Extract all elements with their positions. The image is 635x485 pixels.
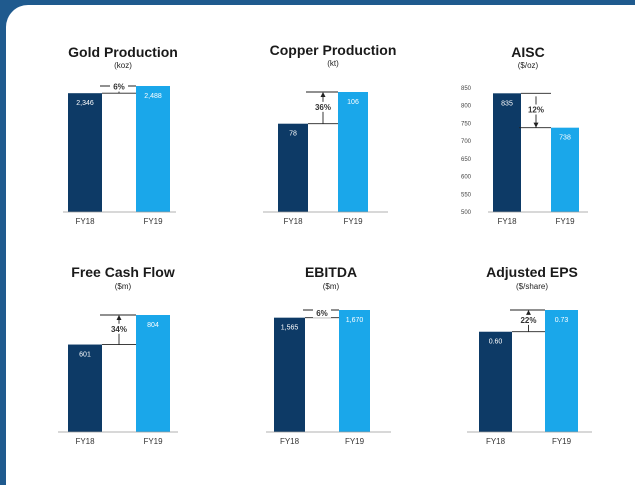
aisc-change-label: 12%: [528, 105, 544, 114]
gold-production-change-label: 6%: [113, 83, 125, 92]
aisc-value-fy18: 835: [501, 100, 513, 107]
ebitda-title: EBITDA: [305, 264, 357, 280]
copper-production-bar-fy19: [338, 92, 368, 212]
adjusted-eps-bar-fy18: [479, 331, 512, 432]
adjusted-eps-value-fy18: 0.60: [489, 339, 503, 346]
gold-production-title: Gold Production: [68, 44, 178, 60]
ebitda-chart: EBITDA ($m) 1,565 1,670 6% FY18 FY19: [266, 264, 391, 446]
copper-production-value-fy18: 78: [289, 131, 297, 138]
gold-production-value-fy18: 2,346: [76, 100, 94, 107]
gold-production-bar-fy18: [68, 93, 102, 212]
gold-production-unit: (koz): [114, 61, 132, 70]
ebitda-value-fy18: 1,565: [281, 325, 299, 332]
copper-production-category-fy19: FY19: [343, 217, 363, 226]
gold-production-change-label-bg: [110, 81, 128, 92]
free-cash-flow-bar-fy19: [136, 315, 170, 432]
free-cash-flow-value-fy19: 804: [147, 322, 159, 329]
aisc-chart: AISC($/oz) 500 550 600 650 700 750 800 850 835 738…: [461, 44, 588, 226]
free-cash-flow-bar-fy18: [68, 344, 102, 432]
copper-production-change-arrowhead: [320, 92, 326, 97]
free-cash-flow-change-arrowhead: [116, 315, 122, 320]
aisc-category-fy19: FY19: [555, 217, 575, 226]
aisc-bar-fy19: [551, 127, 579, 212]
ebitda-change-label: 6%: [316, 309, 328, 318]
aisc-ytick-600: 600: [461, 175, 472, 181]
aisc-category-fy18: FY18: [497, 217, 517, 226]
ebitda-unit: ($m): [323, 282, 340, 291]
copper-production-bar-fy18: [278, 123, 308, 212]
copper-production-unit: (kt): [327, 59, 339, 68]
adjusted-eps-unit: ($/share): [516, 282, 548, 291]
adjusted-eps-title: Adjusted EPS: [486, 264, 578, 280]
aisc-ytick-500: 500: [461, 210, 472, 216]
copper-production-change-label: 36%: [315, 103, 331, 112]
free-cash-flow-title: Free Cash Flow: [71, 264, 175, 280]
gold-production-category-fy19: FY19: [143, 217, 163, 226]
adjusted-eps-bar-fy19: [545, 310, 578, 432]
adjusted-eps-change-arrowhead: [526, 310, 531, 315]
free-cash-flow-change-label-bg: [110, 323, 128, 334]
adjusted-eps-value-fy19: 0.73: [555, 317, 569, 324]
aisc-ytick-750: 750: [461, 121, 472, 127]
copper-production-value-fy19: 106: [347, 99, 359, 106]
adjusted-eps-category-fy18: FY18: [486, 437, 506, 446]
aisc-change-label-bg: [527, 104, 545, 115]
aisc-ytick-650: 650: [461, 157, 472, 163]
ebitda-category-fy18: FY18: [280, 437, 300, 446]
ebitda-change-label-bg: [313, 307, 331, 318]
free-cash-flow-change-label: 34%: [111, 325, 127, 334]
free-cash-flow-value-fy18: 601: [79, 352, 91, 359]
aisc-title: AISC: [511, 44, 544, 60]
free-cash-flow-unit: ($m): [115, 282, 132, 291]
adjusted-eps-chart: Adjusted EPS ($/share) 0.60 0.73 22% FY18 FY19: [467, 264, 592, 446]
free-cash-flow-chart: Free Cash Flow ($m) 601 804 34% FY18 FY19: [58, 264, 178, 446]
gold-production-bar-fy19: [136, 86, 170, 212]
aisc-value-fy19: 738: [559, 135, 571, 142]
aisc-ytick-550: 550: [461, 192, 472, 198]
aisc-ytick-700: 700: [461, 139, 472, 145]
aisc-change-arrowhead: [533, 122, 539, 128]
free-cash-flow-category-fy18: FY18: [75, 437, 95, 446]
aisc-ytick-800: 800: [461, 104, 472, 110]
aisc-unit: ($/oz): [518, 61, 539, 70]
free-cash-flow-category-fy19: FY19: [143, 437, 163, 446]
copper-production-title: Copper Production: [270, 42, 397, 58]
ebitda-bar-fy19: [339, 310, 370, 432]
ebitda-bar-fy18: [274, 317, 305, 432]
adjusted-eps-category-fy19: FY19: [552, 437, 572, 446]
adjusted-eps-change-label-bg: [519, 314, 538, 325]
aisc-ytick-850: 850: [461, 86, 472, 92]
ebitda-category-fy19: FY19: [345, 437, 365, 446]
gold-production-chart: Gold Production(koz) 2,346 2,488 6% FY18 FY19: [63, 44, 178, 226]
gold-production-value-fy19: 2,488: [144, 93, 162, 100]
aisc-bar-fy18: [493, 93, 521, 212]
ebitda-value-fy19: 1,670: [346, 317, 364, 324]
copper-production-chart: Copper Production(kt) 78 106 36% FY18 FY19: [263, 42, 397, 226]
copper-production-change-label-bg: [314, 101, 332, 112]
adjusted-eps-change-label: 22%: [520, 316, 536, 325]
copper-production-category-fy18: FY18: [283, 217, 303, 226]
gold-production-category-fy18: FY18: [75, 217, 95, 226]
